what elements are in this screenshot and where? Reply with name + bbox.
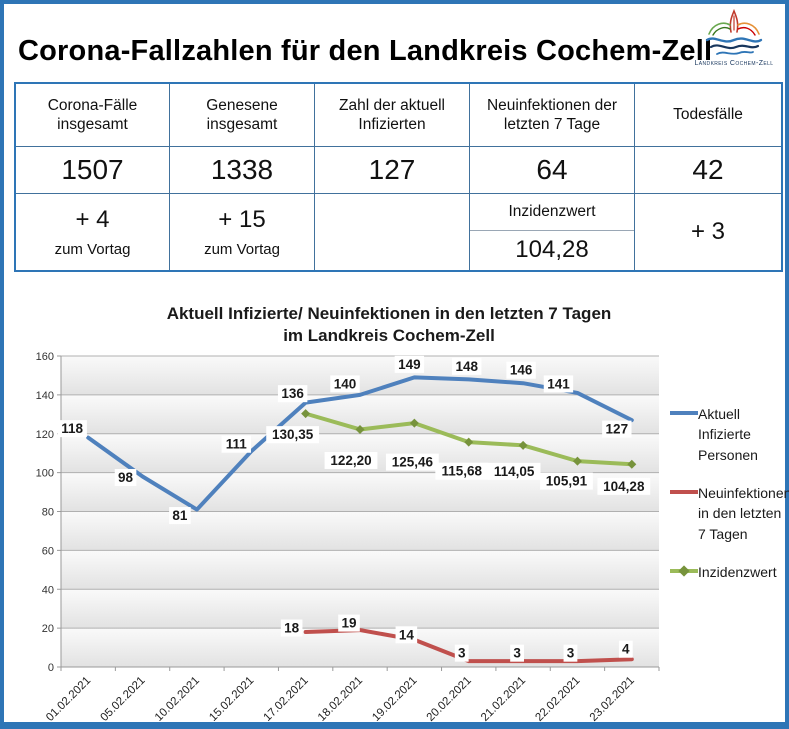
svg-text:18: 18 bbox=[284, 621, 300, 636]
legend-item: Aktuell Infizierte Personen bbox=[670, 404, 786, 466]
svg-text:160: 160 bbox=[36, 352, 54, 363]
page-title: Corona-Fallzahlen für den Landkreis Coch… bbox=[18, 35, 713, 68]
svg-text:22.02.2021: 22.02.2021 bbox=[533, 675, 582, 724]
stat-header-recovered: Genesene insgesamt bbox=[169, 84, 314, 146]
legend-label: Aktuell Infizierte Personen bbox=[698, 406, 758, 463]
chart-title-line1: Aktuell Infizierte/ Neuinfektionen in de… bbox=[166, 304, 612, 323]
svg-text:05.02.2021: 05.02.2021 bbox=[98, 675, 147, 724]
svg-text:118: 118 bbox=[61, 421, 83, 436]
svg-text:115,68: 115,68 bbox=[441, 464, 482, 479]
legend-label: Inzidenzwert bbox=[698, 564, 777, 580]
svg-text:23.02.2021: 23.02.2021 bbox=[588, 675, 637, 724]
chart-title-line2: im Landkreis Cochem-Zell bbox=[283, 326, 495, 346]
svg-text:120: 120 bbox=[36, 429, 54, 441]
stat-delta-total-cases: + 4 zum Vortag bbox=[16, 193, 169, 270]
svg-text:17.02.2021: 17.02.2021 bbox=[262, 675, 311, 724]
svg-text:3: 3 bbox=[458, 646, 466, 661]
stat-header-deaths: Todesfälle bbox=[634, 84, 781, 146]
svg-text:105,91: 105,91 bbox=[546, 474, 588, 489]
svg-text:136: 136 bbox=[281, 386, 304, 401]
stat-delta-recovered: + 15 zum Vortag bbox=[169, 193, 314, 270]
svg-text:104,28: 104,28 bbox=[603, 479, 645, 494]
delta-caption: zum Vortag bbox=[204, 241, 280, 259]
incidence-cell: Inzidenzwert 104,28 bbox=[469, 193, 634, 270]
svg-text:3: 3 bbox=[567, 646, 575, 661]
svg-text:20: 20 bbox=[42, 623, 54, 635]
svg-text:60: 60 bbox=[42, 545, 54, 557]
delta-caption: zum Vortag bbox=[54, 241, 131, 259]
stat-value-total-cases: 1507 bbox=[16, 146, 169, 193]
landkreis-logo-icon bbox=[705, 8, 763, 55]
svg-text:140: 140 bbox=[36, 390, 54, 402]
svg-text:18.02.2021: 18.02.2021 bbox=[316, 675, 365, 724]
delta-value: + 15 bbox=[218, 205, 266, 233]
stat-value-new-infections: 64 bbox=[469, 146, 634, 193]
incidence-label: Inzidenzwert bbox=[508, 202, 596, 220]
svg-text:19.02.2021: 19.02.2021 bbox=[370, 675, 419, 724]
chart-title: Aktuell Infizierte/ Neuinfektionen in de… bbox=[4, 303, 774, 347]
summary-table: Corona-Fälle insgesamt Genesene insgesam… bbox=[14, 82, 783, 272]
svg-text:125,46: 125,46 bbox=[392, 455, 434, 470]
svg-text:14: 14 bbox=[399, 627, 415, 642]
svg-text:146: 146 bbox=[510, 363, 533, 378]
svg-text:10.02.2021: 10.02.2021 bbox=[153, 675, 202, 724]
svg-text:80: 80 bbox=[42, 507, 54, 519]
svg-text:127: 127 bbox=[606, 422, 629, 437]
delta-value: + 4 bbox=[75, 205, 110, 233]
incidence-value: 104,28 bbox=[515, 236, 589, 264]
svg-text:149: 149 bbox=[398, 357, 421, 372]
svg-text:19: 19 bbox=[341, 616, 356, 631]
svg-text:21.02.2021: 21.02.2021 bbox=[479, 675, 528, 724]
legend-line-icon bbox=[670, 490, 698, 494]
svg-text:3: 3 bbox=[513, 646, 521, 661]
stat-header-currently-infected: Zahl der aktuell Infizierten bbox=[314, 84, 469, 146]
svg-text:4: 4 bbox=[622, 642, 630, 657]
legend-line-icon bbox=[670, 411, 698, 415]
svg-text:81: 81 bbox=[172, 508, 188, 523]
svg-text:01.02.2021: 01.02.2021 bbox=[44, 675, 93, 724]
svg-text:111: 111 bbox=[226, 437, 248, 452]
incidence-divider bbox=[470, 229, 634, 231]
svg-text:141: 141 bbox=[547, 376, 570, 391]
stat-header-new-infections: Neuinfektionen der letzten 7 Tage bbox=[469, 84, 634, 146]
svg-text:130,35: 130,35 bbox=[272, 427, 314, 442]
legend-label: Neuinfektionen in den letzten 7 Tagen bbox=[698, 485, 789, 542]
svg-text:40: 40 bbox=[42, 584, 54, 596]
svg-text:114,05: 114,05 bbox=[494, 464, 535, 479]
svg-text:20.02.2021: 20.02.2021 bbox=[425, 675, 474, 724]
svg-text:15.02.2021: 15.02.2021 bbox=[207, 675, 256, 724]
stat-header-total-cases: Corona-Fälle insgesamt bbox=[47, 96, 138, 133]
stat-value-recovered: 1338 bbox=[169, 146, 314, 193]
svg-text:140: 140 bbox=[334, 376, 357, 391]
stat-value-currently-infected: 127 bbox=[314, 146, 469, 193]
chart-legend: Aktuell Infizierte Personen Neuinfektione… bbox=[670, 404, 789, 599]
logo-caption: Landkreis Cochem-Zell bbox=[694, 60, 774, 67]
svg-text:100: 100 bbox=[36, 468, 54, 480]
legend-item: Inzidenzwert bbox=[670, 562, 786, 582]
landkreis-logo: Landkreis Cochem-Zell bbox=[694, 8, 774, 74]
legend-item: Neuinfektionen in den letzten 7 Tagen bbox=[670, 483, 789, 545]
chart-canvas: 0 20 40 60 80 100 120 140 160 01.02.2021 05.02.202… bbox=[36, 352, 660, 724]
stat-value-deaths: 42 bbox=[634, 146, 781, 193]
stat-delta-currently-infected-empty bbox=[314, 193, 469, 270]
svg-text:0: 0 bbox=[48, 662, 54, 674]
legend-line-diamond-icon bbox=[670, 564, 698, 577]
svg-text:98: 98 bbox=[118, 470, 134, 485]
svg-text:122,20: 122,20 bbox=[330, 453, 371, 468]
stat-delta-deaths: + 3 bbox=[634, 193, 781, 270]
svg-text:148: 148 bbox=[455, 359, 478, 374]
diamond-marker-icon bbox=[678, 564, 690, 577]
